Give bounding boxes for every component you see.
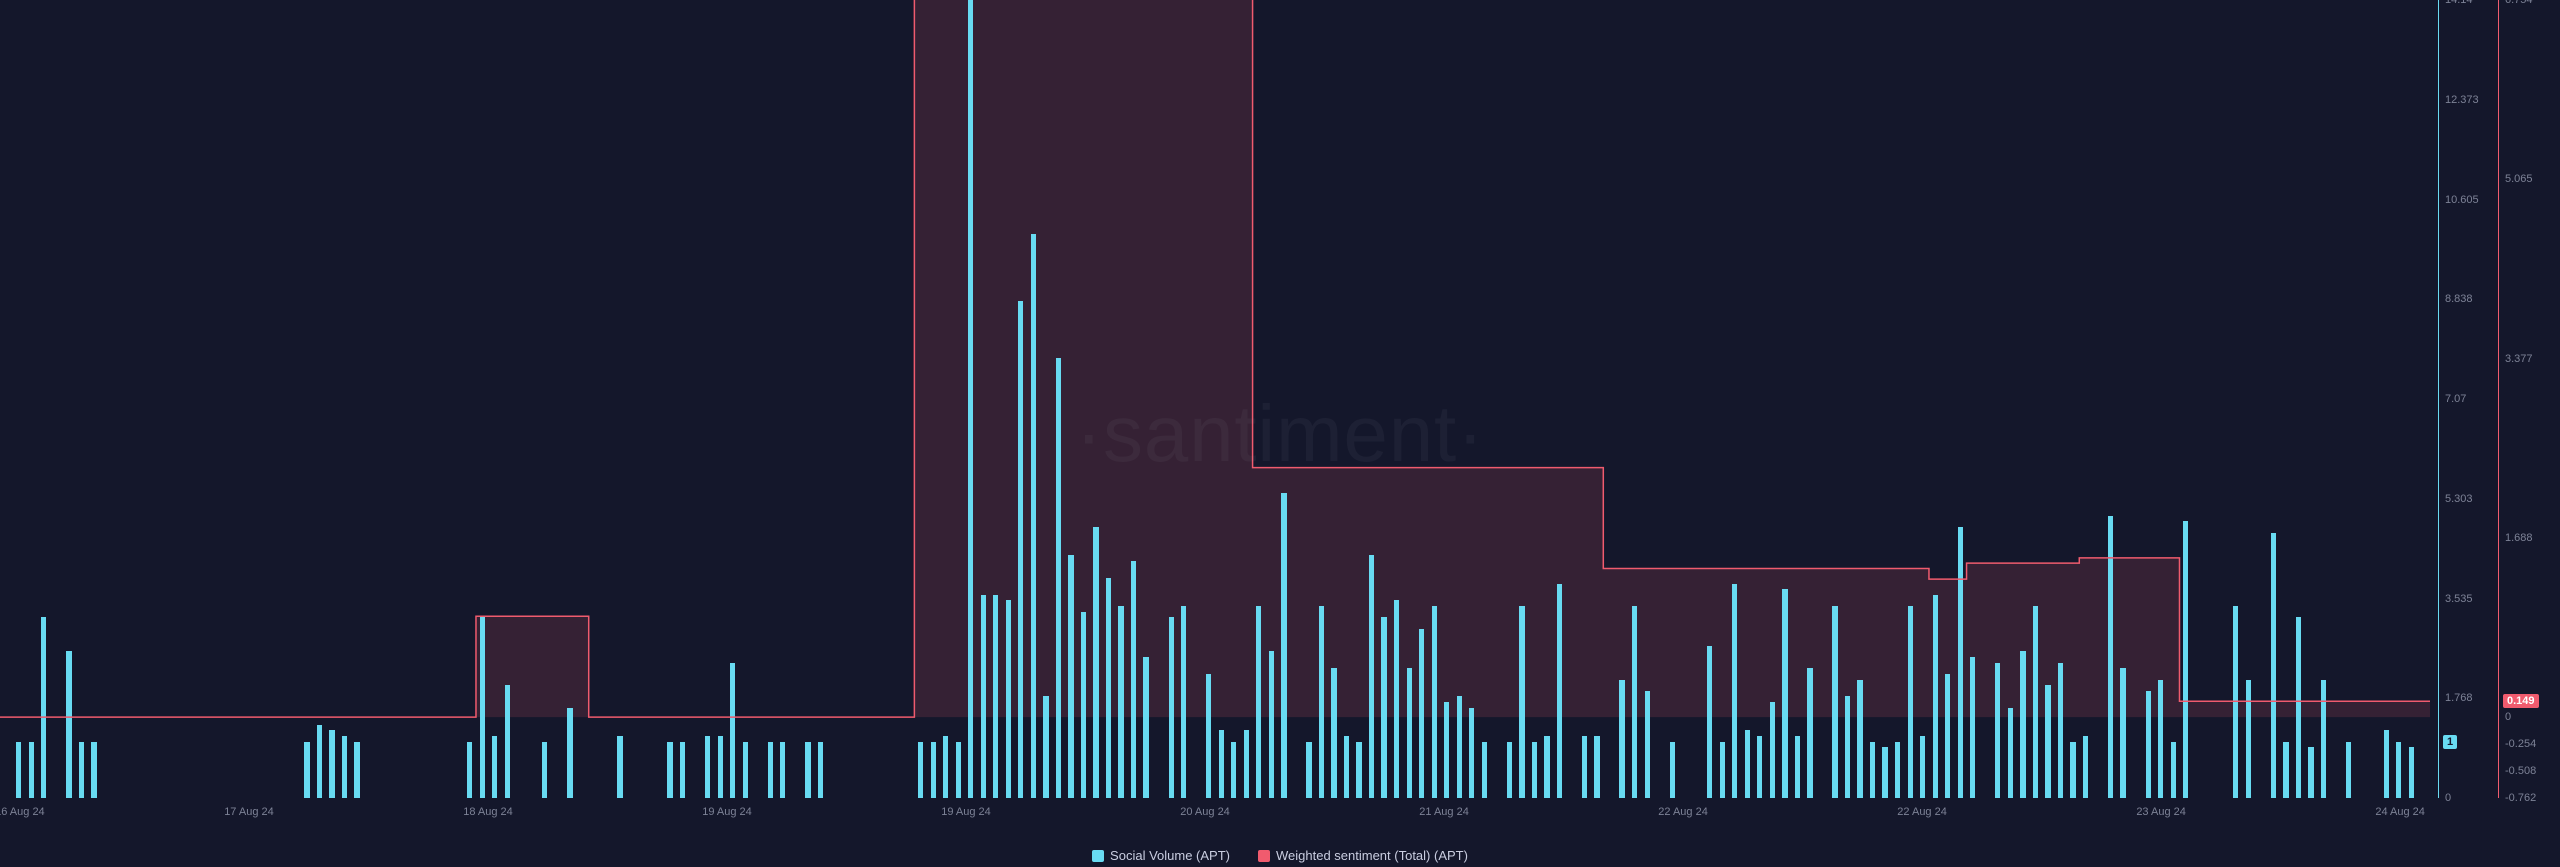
x-axis-tick: 16 Aug 24: [0, 806, 45, 818]
y2-tick: 6.754: [2505, 0, 2533, 6]
legend-item[interactable]: Social Volume (APT): [1092, 848, 1230, 863]
chart-container: ·santiment· 16 Aug 2417 Aug 2418 Aug 241…: [0, 0, 2560, 867]
x-axis-tick: 17 Aug 24: [224, 806, 274, 818]
y2-tick: -0.508: [2505, 765, 2536, 777]
y1-current-badge: 1: [2443, 735, 2457, 749]
y1-tick: 8.838: [2445, 293, 2473, 305]
legend-item[interactable]: Weighted sentiment (Total) (APT): [1258, 848, 1468, 863]
x-axis-tick: 24 Aug 24: [2375, 806, 2425, 818]
x-axis-tick: 18 Aug 24: [463, 806, 513, 818]
y1-tick: 5.303: [2445, 493, 2473, 505]
y2-tick: -0.254: [2505, 738, 2536, 750]
y2-tick: -0.762: [2505, 792, 2536, 804]
legend-swatch: [1092, 850, 1104, 862]
y2-current-badge: 0.149: [2503, 694, 2539, 708]
legend-swatch: [1258, 850, 1270, 862]
legend-label: Weighted sentiment (Total) (APT): [1276, 848, 1468, 863]
y1-tick: 10.605: [2445, 194, 2479, 206]
y2-tick: 1.688: [2505, 532, 2533, 544]
y1-tick: 12.373: [2445, 94, 2479, 106]
x-axis: 16 Aug 24 17 Aug 24 18 Aug 24 19 Aug 24 19 A…: [0, 806, 2430, 824]
y2-tick: 5.065: [2505, 173, 2533, 185]
x-axis-tick: 20 Aug 24: [1180, 806, 1230, 818]
x-axis-tick: 21 Aug 24: [1419, 806, 1469, 818]
y1-tick: 7.07: [2445, 393, 2466, 405]
sentiment-line: [0, 0, 2430, 717]
x-axis-tick: 19 Aug 24: [702, 806, 752, 818]
x-axis-tick: 23 Aug 24: [2136, 806, 2186, 818]
y2-tick: 0: [2505, 711, 2511, 723]
legend: Social Volume (APT) Weighted sentiment (T…: [0, 848, 2560, 863]
legend-label: Social Volume (APT): [1110, 848, 1230, 863]
x-axis-tick: 19 Aug 24: [941, 806, 991, 818]
x-axis-tick: 22 Aug 24: [1897, 806, 1947, 818]
y1-tick: 14.14: [2445, 0, 2473, 6]
sentiment-line-layer: [0, 0, 2430, 798]
y2-tick: 3.377: [2505, 353, 2533, 365]
y-axis-right: 6.7545.0653.3771.6880-0.254-0.508-0.7620…: [2498, 0, 2554, 798]
x-axis-tick: 22 Aug 24: [1658, 806, 1708, 818]
y1-tick: 3.535: [2445, 593, 2473, 605]
y-axis-left: 14.14 12.373 10.605 8.838 7.07 5.303 3.535 1.76…: [2438, 0, 2490, 798]
y1-tick: 1.768: [2445, 692, 2473, 704]
y1-tick: 0: [2445, 792, 2451, 804]
